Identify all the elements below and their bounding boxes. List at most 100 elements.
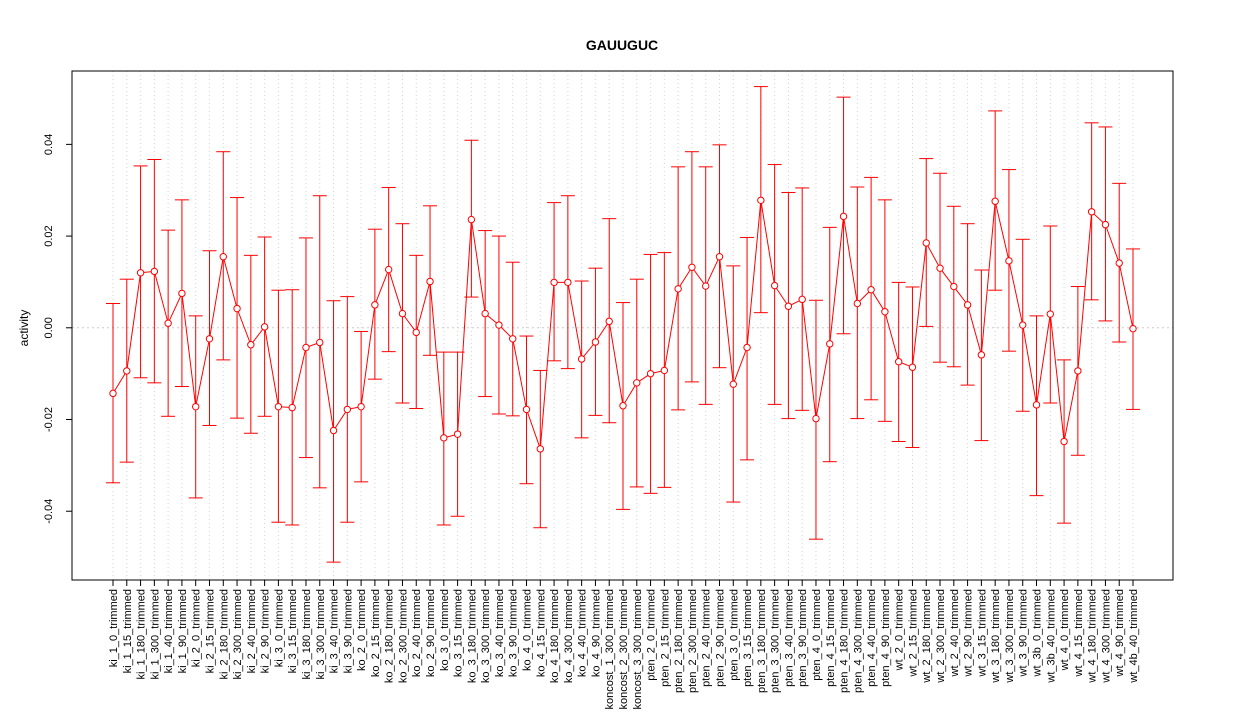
x-tick-label: pten_3_300_trimmed: [770, 589, 782, 693]
data-point: [1087, 208, 1096, 216]
x-tick-label: wt_4_15_trimmed: [1073, 589, 1085, 677]
x-tick-label: ki_3_180_trimmed: [301, 589, 313, 680]
data-point: [426, 277, 434, 286]
x-tick-label: ko_3_180_trimmed: [466, 589, 478, 683]
x-tick-label: ki_2_300_trimmed: [232, 589, 244, 680]
data-point: [398, 309, 407, 318]
x-tick-label: pten_4_300_trimmed: [852, 589, 864, 693]
data-point: [412, 328, 420, 337]
data-point: [329, 426, 338, 435]
x-tick-label: ki_1_0_trimmed: [108, 589, 120, 667]
data-point: [743, 343, 751, 352]
x-tick-label: pten_4_15_trimmed: [825, 589, 837, 687]
x-tick-label: ko_3_0_trimmed: [439, 589, 451, 671]
x-tick-label: koncost_2_300_trimmed: [618, 589, 630, 709]
x-tick-label: wt_4_300_trimmed: [1100, 589, 1112, 684]
x-tick-label: wt_4_90_trimmed: [1114, 589, 1126, 677]
x-tick-label: ko_3_90_trimmed: [508, 589, 520, 677]
x-tick-label: pten_2_40_trimmed: [701, 589, 713, 687]
data-point: [302, 343, 310, 352]
y-axis-label: activity: [17, 310, 31, 347]
x-tick-label: wt_2_40_trimmed: [949, 589, 961, 677]
data-point: [522, 405, 531, 414]
x-tick-label: ko_2_300_trimmed: [397, 589, 409, 683]
x-tick-label: ki_3_15_trimmed: [287, 589, 299, 673]
data-point: [219, 253, 227, 261]
data-point: [881, 308, 889, 316]
data-point: [605, 317, 613, 326]
data-point: [853, 299, 862, 308]
x-tick-label: ko_4_40_trimmed: [577, 589, 589, 677]
data-point: [646, 369, 655, 378]
x-tick-label: pten_3_90_trimmed: [797, 589, 809, 687]
x-tick-label: ki_3_0_trimmed: [273, 589, 285, 667]
data-point: [467, 215, 476, 224]
data-point: [205, 335, 214, 343]
data-point: [150, 267, 159, 276]
x-tick-label: ko_2_0_trimmed: [356, 589, 368, 671]
data-point: [894, 358, 903, 366]
x-tick-label: wt_2_300_trimmed: [935, 589, 947, 684]
data-point: [577, 355, 586, 363]
x-tick-label: ko_2_180_trimmed: [384, 589, 396, 683]
data-point: [495, 321, 503, 329]
x-tick-label: ko_4_0_trimmed: [522, 589, 534, 671]
x-tick-label: pten_3_180_trimmed: [756, 589, 768, 693]
x-tick-label: wt_2_0_trimmed: [894, 589, 906, 671]
x-axis: ki_1_0_trimmed ki_1_15_trimmed ki_1_180_tr…: [108, 580, 1140, 709]
x-tick-label: wt_3_15_trimmed: [976, 589, 988, 677]
x-tick-label: wt_2_15_trimmed: [907, 589, 919, 677]
x-tick-label: ki_1_300_trimmed: [149, 589, 161, 680]
data-point: [247, 341, 255, 349]
data-point: [260, 323, 269, 331]
x-tick-label: pten_2_15_trimmed: [659, 589, 671, 687]
data-point: [453, 430, 462, 438]
data-point: [136, 269, 145, 277]
data-point: [192, 402, 200, 411]
x-tick-label: ki_3_300_trimmed: [315, 589, 327, 680]
y-tick-label: -0.04: [43, 499, 55, 524]
x-tick-label: pten_2_90_trimmed: [714, 589, 726, 687]
data-point: [564, 278, 572, 287]
x-tick-label: pten_4_40_trimmed: [866, 589, 878, 687]
x-tick-label: ki_3_90_trimmed: [342, 589, 354, 673]
x-tick-label: ki_1_180_trimmed: [136, 589, 148, 680]
x-tick-label: ki_1_90_trimmed: [177, 589, 189, 673]
x-tick-label: wt_4b_40_trimmed: [1128, 589, 1140, 684]
data-point: [977, 351, 986, 359]
data-point: [991, 197, 999, 205]
data-point: [798, 295, 806, 304]
x-tick-label: ki_2_40_trimmed: [246, 589, 258, 673]
data-point: [715, 253, 724, 261]
data-point: [674, 285, 682, 293]
data-point: [757, 196, 765, 205]
data-point: [164, 319, 172, 327]
x-tick-label: ki_2_0_trimmed: [191, 589, 203, 667]
x-tick-label: ko_4_15_trimmed: [535, 589, 547, 677]
x-tick-label: wt_3b_0_trimmed: [1032, 589, 1044, 677]
data-point: [178, 289, 186, 298]
data-point: [1129, 325, 1137, 333]
x-tick-label: ki_2_90_trimmed: [260, 589, 272, 673]
x-tick-label: pten_2_0_trimmed: [646, 589, 658, 681]
x-tick-label: ko_2_40_trimmed: [411, 589, 423, 677]
x-tick-label: ko_3_40_trimmed: [494, 589, 506, 677]
x-tick-label: wt_2_180_trimmed: [921, 589, 933, 684]
data-point: [109, 389, 117, 398]
data-point: [440, 434, 448, 442]
x-tick-label: koncost_3_300_trimmed: [632, 589, 644, 709]
data-point: [619, 402, 627, 410]
x-tick-label: ko_3_15_trimmed: [453, 589, 465, 677]
x-tick-label: ki_1_40_trimmed: [163, 589, 175, 673]
data-point: [123, 367, 131, 375]
data-point: [784, 302, 793, 310]
chart-title: GAUUGUC: [586, 37, 658, 53]
data-point: [839, 212, 848, 221]
data-point: [770, 281, 779, 290]
data-point: [1115, 259, 1123, 267]
data-point: [591, 338, 600, 346]
data-point: [908, 363, 917, 371]
x-tick-label: ko_3_300_trimmed: [480, 589, 492, 683]
x-tick-label: wt_4_180_trimmed: [1087, 589, 1099, 684]
data-point: [550, 278, 558, 287]
